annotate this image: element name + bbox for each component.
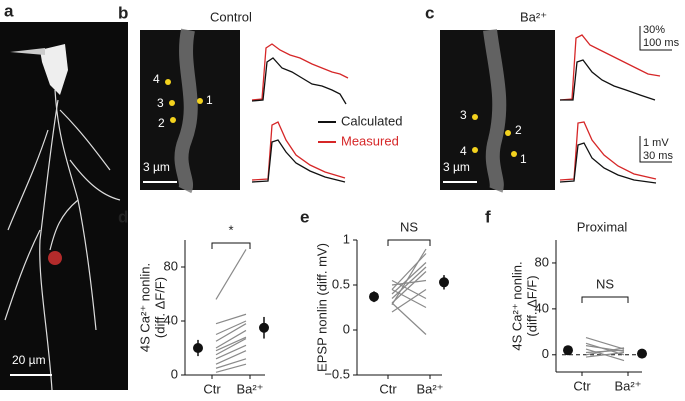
paired-line — [215, 338, 247, 356]
scale-label: 100 ms — [643, 37, 680, 49]
traces — [559, 34, 661, 184]
spine-label: 1 — [206, 93, 213, 107]
panel-label: a — [4, 1, 14, 20]
x-tick-label: Ctr — [379, 381, 397, 396]
significance-bracket — [581, 296, 629, 303]
y-tick-label: 40 — [535, 300, 549, 315]
scale-label: 30% — [643, 24, 665, 36]
significance-label: NS — [596, 276, 614, 291]
y-axis-label: 4S Ca²⁺ nonlin. — [509, 261, 524, 350]
x-tick-label: Ba²⁺ — [416, 381, 443, 396]
scale-label: 3 µm — [443, 160, 470, 174]
y-axis-label: (diff. ΔF/F) — [524, 275, 539, 336]
x-tick-label: Ba²⁺ — [614, 378, 641, 393]
spine-label: 3 — [460, 108, 467, 122]
paired-line — [585, 351, 625, 358]
y-axis-label: EPSP nonlin (diff. mV) — [314, 243, 329, 372]
significance-bracket — [211, 242, 251, 249]
legend-label: Calculated — [341, 113, 402, 128]
dendrite — [483, 29, 507, 193]
paired-line — [215, 323, 247, 342]
paired-line — [215, 350, 247, 365]
soma — [40, 44, 68, 95]
y-tick-label: 0 — [171, 366, 178, 381]
spine-label: 3 — [157, 96, 164, 110]
scale-label: 3 µm — [143, 160, 170, 174]
y-tick-label: 80 — [164, 258, 178, 273]
legend-label: Measured — [341, 133, 399, 148]
paired-line — [391, 302, 427, 335]
mean-point — [193, 343, 203, 353]
paired-line — [391, 271, 427, 304]
x-tick-label: Ctr — [573, 378, 591, 393]
x-tick-label: Ctr — [203, 381, 221, 396]
significance-label: * — [228, 222, 233, 237]
y-tick-label: 0 — [542, 346, 549, 361]
scale-label: 20 µm — [12, 353, 46, 367]
significance-label: NS — [400, 219, 418, 234]
micrograph — [0, 22, 128, 390]
condition-label: Ba²⁺ — [520, 9, 547, 24]
spine-label: 4 — [153, 72, 160, 86]
x-tick-label: Ba²⁺ — [236, 381, 263, 396]
y-tick-label: 0.5 — [332, 276, 350, 291]
spine-label: 2 — [515, 123, 522, 137]
neuron — [10, 48, 45, 55]
mean-point — [369, 291, 379, 302]
paired-line — [391, 279, 427, 286]
panel-label: f — [485, 207, 491, 226]
paired-line — [391, 262, 427, 295]
mean-point — [259, 322, 269, 333]
dendrite — [174, 28, 198, 194]
paired-line — [585, 347, 625, 356]
paired-line — [215, 336, 247, 352]
scale-label: 30 ms — [643, 150, 673, 162]
roi-marker — [48, 251, 62, 265]
paired-line — [215, 320, 247, 336]
spine-markers — [472, 114, 517, 157]
y-tick-label: 0 — [343, 321, 350, 336]
condition-label: Control — [210, 9, 252, 24]
spine-label: 4 — [460, 144, 467, 158]
panel-label: d — [118, 207, 128, 226]
chart-title: Proximal — [577, 219, 628, 234]
mean-point — [563, 345, 573, 356]
panel-label: c — [425, 3, 434, 22]
y-axis-label: 4S Ca²⁺ nonlin. — [137, 263, 152, 352]
spine-markers — [165, 79, 203, 123]
paired-line — [215, 344, 247, 360]
paired-line — [585, 336, 625, 350]
y-axis-label: (diff. ΔF/F) — [152, 277, 167, 338]
paired-line — [391, 248, 427, 306]
paired-line — [215, 329, 247, 349]
traces — [251, 43, 349, 183]
paired-line — [215, 313, 247, 325]
scale-bar — [639, 136, 672, 163]
paired-line — [215, 358, 247, 369]
paired-line — [215, 249, 247, 300]
panel-label: b — [118, 3, 128, 22]
y-tick-label: 80 — [535, 254, 549, 269]
y-tick-label: 40 — [164, 312, 178, 327]
mean-point — [637, 348, 647, 359]
paired-line — [391, 279, 427, 300]
mean-point — [439, 277, 449, 288]
paired-line — [391, 288, 427, 309]
y-tick-label: −0.5 — [324, 366, 350, 381]
significance-bracket — [387, 239, 431, 246]
scale-label: 1 mV — [643, 137, 669, 149]
scale-bar — [639, 26, 672, 51]
neuron — [4, 89, 121, 391]
paired-line — [215, 363, 247, 373]
spine-label: 2 — [158, 116, 165, 130]
spine-label: 1 — [520, 152, 527, 166]
panel-label: e — [300, 207, 309, 226]
y-tick-label: 1 — [343, 231, 350, 246]
